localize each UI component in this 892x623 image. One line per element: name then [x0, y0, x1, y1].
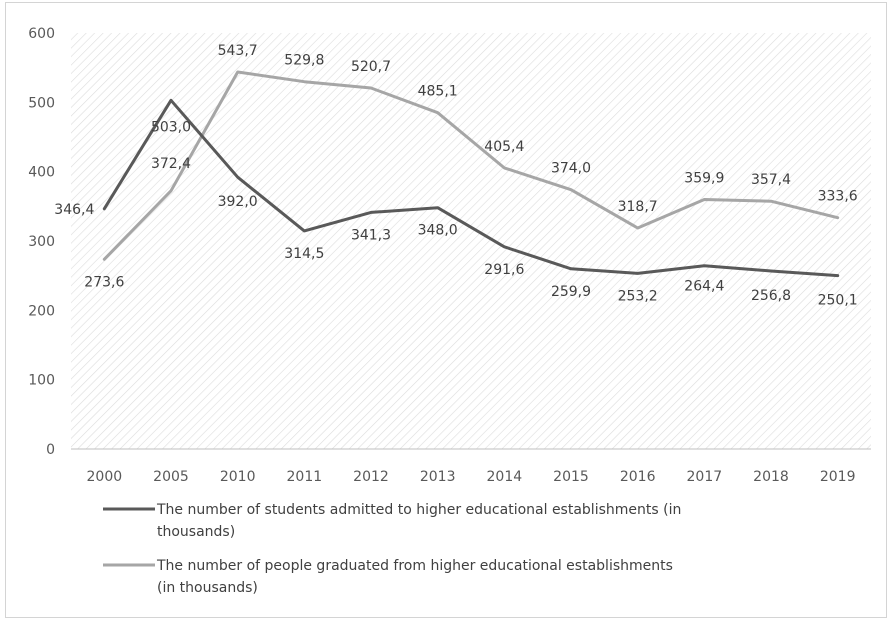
x-tick-label: 2015	[553, 469, 589, 485]
data-labels: 346,4 503,0 392,0 314,5 341,3 348,0 291,6 259,9…	[54, 43, 858, 309]
data-label: 374,0	[551, 161, 591, 177]
y-axis: 0 100 200 300 400 500 600	[28, 26, 55, 458]
series-lines	[102, 70, 840, 278]
data-label: 346,4	[54, 202, 94, 218]
y-tick-label: 100	[28, 373, 55, 389]
data-label: 529,8	[284, 53, 324, 69]
data-label: 291,6	[484, 262, 524, 278]
data-label: 341,3	[351, 227, 391, 243]
data-label: 392,0	[218, 194, 258, 210]
legend-label-1: (in thousands)	[157, 580, 258, 596]
series-line-0	[102, 98, 840, 278]
data-label: 273,6	[84, 274, 124, 290]
legend-label-1: The number of people graduated from high…	[156, 558, 673, 574]
x-axis: 2000 2005 2010 2011 2012 2013 2014 2015 2016 2017…	[71, 448, 871, 485]
y-tick-label: 600	[28, 26, 55, 42]
x-tick-label: 2011	[287, 469, 323, 485]
data-label: 485,1	[418, 84, 458, 100]
x-tick-label: 2000	[87, 469, 123, 485]
legend: The number of students admitted to highe…	[103, 502, 681, 596]
data-label: 503,0	[151, 119, 191, 135]
x-tick-label: 2014	[487, 469, 523, 485]
data-label: 333,6	[818, 189, 858, 205]
data-label: 318,7	[618, 199, 658, 215]
x-tick-label: 2018	[753, 469, 789, 485]
data-label: 405,4	[484, 139, 524, 155]
data-label: 543,7	[218, 43, 258, 59]
x-tick-label: 2016	[620, 469, 656, 485]
legend-label-0: thousands)	[157, 524, 235, 540]
data-label: 372,4	[151, 156, 191, 172]
y-tick-label: 300	[28, 234, 55, 250]
data-label: 264,4	[684, 279, 724, 295]
data-label: 348,0	[418, 223, 458, 239]
x-tick-label: 2013	[420, 469, 456, 485]
x-tick-label: 2012	[353, 469, 389, 485]
x-tick-label: 2017	[687, 469, 723, 485]
y-tick-label: 200	[28, 303, 55, 319]
data-label: 357,4	[751, 172, 791, 188]
data-label: 253,2	[618, 288, 658, 304]
data-label: 259,9	[551, 284, 591, 300]
y-tick-label: 400	[28, 165, 55, 181]
plot-area	[71, 33, 871, 449]
y-tick-label: 500	[28, 95, 55, 111]
x-tick-label: 2019	[820, 469, 856, 485]
data-label: 256,8	[751, 288, 791, 304]
x-tick-label: 2010	[220, 469, 256, 485]
y-tick-label: 0	[46, 442, 55, 458]
data-label: 314,5	[284, 246, 324, 262]
x-tick-label: 2005	[153, 469, 189, 485]
data-label: 520,7	[351, 59, 391, 75]
data-label: 250,1	[818, 293, 858, 309]
series-line-1	[102, 70, 840, 261]
legend-label-0: The number of students admitted to highe…	[156, 502, 681, 518]
data-label: 359,9	[684, 170, 724, 186]
